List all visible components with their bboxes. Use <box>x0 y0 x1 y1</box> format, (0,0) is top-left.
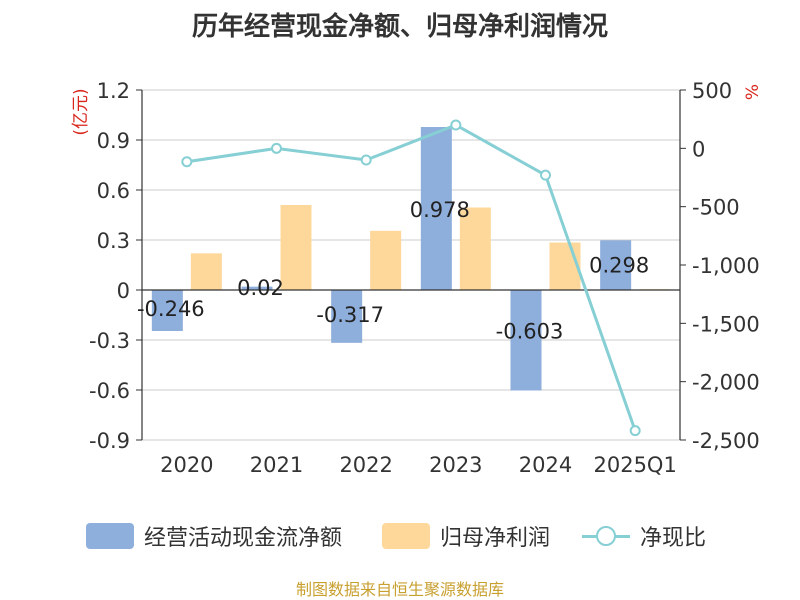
legend-swatch-ratio <box>582 523 630 549</box>
x-tick-label: 2025Q1 <box>593 453 676 477</box>
right-tick-label: -1,000 <box>692 254 760 278</box>
data-label-cash-flow: -0.317 <box>316 303 384 327</box>
bar-cash-flow <box>241 286 273 290</box>
x-tick-label: 2021 <box>250 453 303 477</box>
left-tick-label: 0.9 <box>97 129 130 153</box>
right-axis-unit: % <box>743 84 763 100</box>
left-tick-label: -0.6 <box>89 379 130 403</box>
x-tick-label: 2023 <box>429 453 482 477</box>
legend-item-cash-flow[interactable]: 经营活动现金流净额 <box>86 516 342 556</box>
bar-cash-flow <box>420 127 452 290</box>
ratio-point <box>360 154 372 166</box>
bar-net-profit <box>459 207 491 290</box>
ratio-point <box>540 169 551 181</box>
bar-cash-flow <box>331 290 363 343</box>
chart-canvas: 1.2 0.9 0.6 0.3 0 -0.3 -0.6 -0.9 500 0 -500 -1,000 -… <box>71 79 763 477</box>
data-label-cash-flow: 0.298 <box>589 253 649 277</box>
bar-net-profit <box>370 230 402 290</box>
right-tick-label: -1,500 <box>692 312 760 336</box>
left-tick-label: 0 <box>117 279 130 303</box>
bar-net-profit <box>190 253 222 290</box>
legend-label-cash-flow: 经营活动现金流净额 <box>144 526 343 551</box>
legend-label-net-profit: 归母净利润 <box>440 526 551 551</box>
right-tick-label: -500 <box>692 196 740 220</box>
bar-cash-flow <box>151 290 183 331</box>
ratio-line <box>186 123 637 432</box>
left-tick-label: 0.3 <box>97 229 130 253</box>
left-axis-unit: (亿元) <box>71 88 91 135</box>
right-tick-label: -2,500 <box>692 429 760 453</box>
right-tick-label: 500 <box>692 79 732 103</box>
ratio-point <box>450 119 462 131</box>
bar-net-profit <box>280 205 312 290</box>
x-tick-label: 2024 <box>519 453 572 477</box>
x-tick-label: 2022 <box>339 453 392 477</box>
x-tick-label: 2020 <box>160 453 213 477</box>
source-note: 制图数据来自恒生聚源数据库 <box>295 580 504 599</box>
ratio-point <box>629 425 641 437</box>
right-tick-label: 0 <box>692 137 705 161</box>
data-label-cash-flow: -0.246 <box>137 297 205 321</box>
ratio-point <box>181 156 193 168</box>
legend-swatch-cash-flow <box>86 523 134 549</box>
legend: 经营活动现金流净额 归母净利润 净现比 <box>0 516 800 556</box>
data-label-cash-flow: 0.978 <box>410 198 470 222</box>
data-label-cash-flow: 0.02 <box>237 276 284 300</box>
left-tick-label: -0.9 <box>89 429 130 453</box>
legend-swatch-net-profit <box>382 523 430 549</box>
left-tick-label: 1.2 <box>97 79 130 103</box>
bar-cash-flow <box>510 290 542 391</box>
legend-item-net-profit[interactable]: 归母净利润 <box>382 516 550 556</box>
bar-net-profit <box>549 242 581 290</box>
left-tick-label: -0.3 <box>89 329 130 353</box>
left-tick-label: 0.6 <box>97 179 130 203</box>
right-tick-label: -2,000 <box>692 371 760 395</box>
bar-cash-flow <box>600 240 632 290</box>
data-label-cash-flow: -0.603 <box>496 320 564 344</box>
legend-item-ratio[interactable]: 净现比 <box>582 516 706 556</box>
legend-label-ratio: 净现比 <box>640 526 707 551</box>
ratio-point <box>271 142 282 154</box>
chart-title: 历年经营现金净额、归母净利润情况 <box>191 12 608 42</box>
